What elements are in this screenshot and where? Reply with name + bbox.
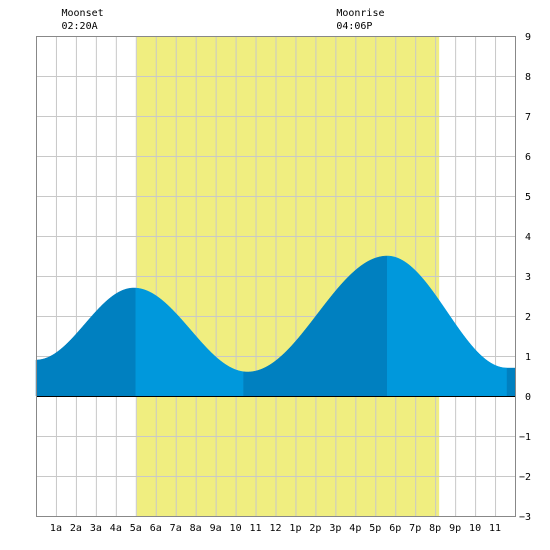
x-tick-label: 8p	[429, 523, 441, 534]
y-tick-label: −2	[519, 472, 531, 483]
x-tick-label: 1a	[50, 523, 62, 534]
y-tick-label: 1	[525, 352, 531, 363]
axis-layer: 1a 2a 3a 4a 5a 6a 7a 8a 9a 10 11 12 1p 2p 3p 4p 5p 6p 7p 8p…	[36, 32, 531, 534]
moon-event-time: 04:06P	[336, 21, 372, 32]
y-tick-label: 9	[525, 32, 531, 43]
moon-event-name: Moonrise	[336, 8, 384, 19]
y-tick-label: 7	[525, 112, 531, 123]
x-tick-label: 7a	[170, 523, 182, 534]
x-tick-label: 5p	[369, 523, 381, 534]
x-tick-label: 7p	[409, 523, 421, 534]
x-tick-label: 6a	[150, 523, 162, 534]
plot-frame	[36, 36, 516, 517]
y-tick-label: 0	[525, 392, 531, 403]
x-tick-label: 2a	[70, 523, 82, 534]
x-tick-label: 5a	[130, 523, 142, 534]
x-tick-label: 10	[469, 523, 481, 534]
y-tick-label: −1	[519, 432, 531, 443]
y-tick-label: 6	[525, 152, 531, 163]
x-tick-label: 11	[250, 523, 262, 534]
x-tick-label: 3a	[90, 523, 102, 534]
x-tick-label: 3p	[329, 523, 341, 534]
x-tick-label: 2p	[309, 523, 321, 534]
x-tick-label: 9a	[210, 523, 222, 534]
x-tick-label: 1p	[289, 523, 301, 534]
x-tick-label: 10	[230, 523, 242, 534]
x-tick-label: 6p	[389, 523, 401, 534]
tide-area-segment	[387, 255, 508, 397]
y-tick-label: 2	[525, 312, 531, 323]
grid-layer	[36, 36, 516, 517]
x-tick-label: 4p	[349, 523, 361, 534]
tide-area-segment	[35, 287, 137, 397]
y-tick-label: 5	[525, 192, 531, 203]
x-tick-label: 8a	[190, 523, 202, 534]
y-tick-label: 4	[525, 232, 531, 243]
x-tick-label: 12	[269, 523, 281, 534]
x-tick-label: 9p	[449, 523, 461, 534]
tide-area-segment	[506, 367, 516, 397]
tide-area-layer	[35, 255, 516, 397]
x-tick-label: 11	[489, 523, 501, 534]
tide-area-segment	[135, 287, 244, 397]
y-tick-label: −3	[519, 512, 531, 523]
moon-event-name: Moonset	[62, 8, 104, 19]
tide-area-segment	[243, 255, 388, 397]
annotation-layer: Moonset 02:20A Moonrise 04:06P	[62, 8, 385, 32]
y-tick-label: 3	[525, 272, 531, 283]
y-tick-label: 8	[525, 72, 531, 83]
x-tick-label: 4a	[110, 523, 122, 534]
moon-event-time: 02:20A	[62, 21, 98, 32]
